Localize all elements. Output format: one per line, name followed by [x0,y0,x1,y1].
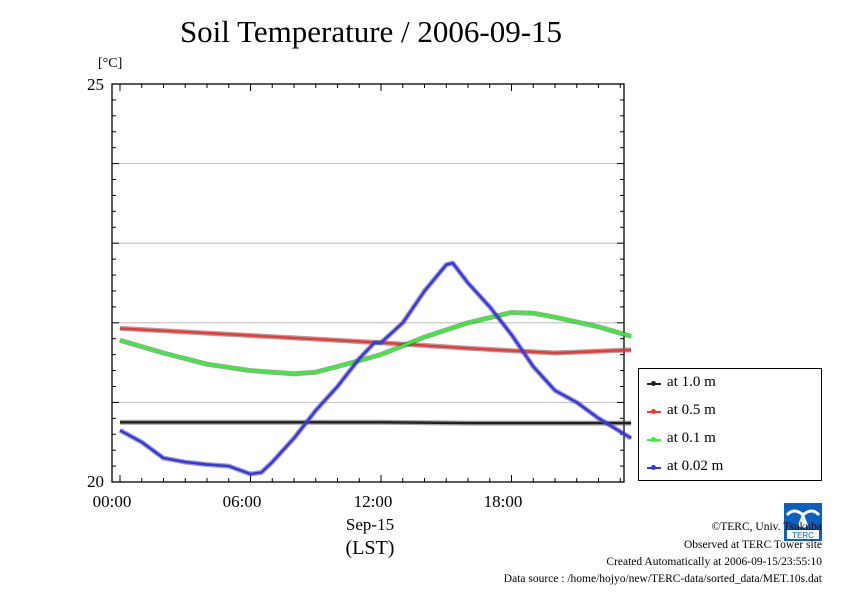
legend-label: at 1.0 m [667,374,716,390]
legend-marker [651,409,656,414]
legend-label: at 0.02 m [667,458,724,474]
x-tick-label: 06:00 [222,492,262,511]
credit-copyright: ©TERC, Univ. Tsukuba [711,521,822,533]
series-shadow [118,260,633,477]
series-line [119,311,632,375]
y-tick-label: 20 [87,472,104,491]
svg-text:TERC: TERC [792,531,814,540]
legend-label: at 0.1 m [667,430,716,446]
x-tick-label: 12:00 [353,492,393,511]
x-tick-label: 18:00 [483,492,523,511]
series-lines [118,260,633,477]
y-tick-label: 25 [87,75,104,94]
series-line [120,421,632,425]
series-line [119,261,632,476]
legend-marker [651,437,656,442]
legend-marker [651,381,656,386]
terc-logo-icon: TERC [784,503,822,541]
x-tick-label: 00:00 [92,492,132,511]
plot-frame [111,83,625,483]
credit-observed: Observed at TERC Tower site [683,539,822,551]
credit-created: Created Automatically at 2006-09-15/23:5… [606,556,822,568]
x-axis-label: Sep-15 [345,515,395,534]
credit-source: Data source : /home/hojyo/new/TERC-data/… [503,573,822,585]
legend: at 1.0 m at 0.5 m at 0.1 m at 0.02 m [638,368,822,481]
x-axis-unit: (LST) [345,537,395,559]
legend-marker [651,465,656,470]
gridlines [112,163,624,403]
legend-label: at 0.5 m [667,402,716,418]
chart-title: Soil Temperature / 2006-09-15 [179,14,563,49]
y-axis-unit: [°C] [98,56,123,71]
